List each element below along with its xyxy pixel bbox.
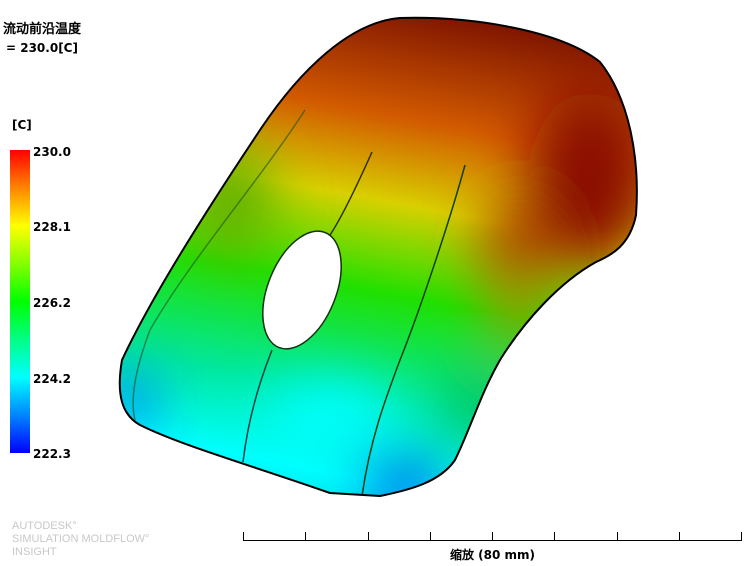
legend-color-bar xyxy=(10,150,30,453)
legend-label: 224.2 xyxy=(33,372,71,386)
brand-line: SIMULATION MOLDFLOW° xyxy=(12,533,150,545)
legend-label: 222.3 xyxy=(33,447,71,461)
legend-unit: [C] xyxy=(12,118,32,132)
brand-line: AUTODESK° xyxy=(12,520,77,532)
legend-label: 230.0 xyxy=(33,145,71,159)
result-title: 流动前沿温度 xyxy=(3,22,82,37)
brand-logo: AUTODESK° SIMULATION MOLDFLOW° INSIGHT xyxy=(12,520,149,559)
scale-label: 缩放 (80 mm) xyxy=(450,548,536,562)
part-hole xyxy=(262,230,342,350)
legend-label: 226.2 xyxy=(33,296,71,310)
result-value: = 230.0[C] xyxy=(6,41,78,55)
brand-line: INSIGHT xyxy=(12,546,57,558)
legend-label: 228.1 xyxy=(33,220,71,234)
